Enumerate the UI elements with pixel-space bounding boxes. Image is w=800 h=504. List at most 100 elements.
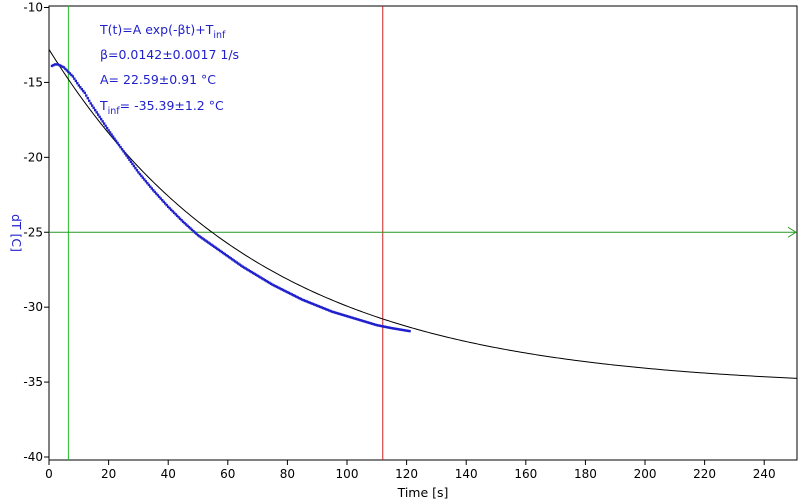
data-point xyxy=(302,299,305,302)
data-point xyxy=(190,228,194,232)
data-point xyxy=(137,171,140,174)
data-point xyxy=(266,280,270,284)
data-point xyxy=(248,270,252,273)
data-point xyxy=(304,299,307,303)
data-point xyxy=(126,156,130,159)
data-point xyxy=(400,328,404,332)
data-point xyxy=(387,326,390,329)
data-point xyxy=(234,260,237,263)
data-point xyxy=(162,200,165,204)
data-point xyxy=(406,329,410,333)
data-point xyxy=(238,263,241,266)
data-point xyxy=(101,120,104,123)
data-point xyxy=(348,315,352,319)
data-point xyxy=(253,272,256,276)
data-point xyxy=(286,290,289,294)
data-point xyxy=(378,324,381,327)
data-point xyxy=(125,154,128,157)
cursor-lines xyxy=(49,6,797,460)
data-point xyxy=(80,87,83,91)
data-point xyxy=(73,77,76,80)
data-point xyxy=(327,309,331,312)
data-point xyxy=(323,307,326,310)
data-point xyxy=(292,293,295,297)
data-point xyxy=(96,113,100,116)
data-point xyxy=(134,166,137,170)
data-point xyxy=(338,312,341,316)
data-point xyxy=(296,296,300,299)
data-point xyxy=(287,291,291,295)
x-tick-label: 200 xyxy=(634,467,657,481)
data-point xyxy=(284,290,288,293)
y-tick-label: -10 xyxy=(23,0,43,14)
data-point xyxy=(104,124,107,128)
data-point xyxy=(271,283,274,286)
data-point xyxy=(187,225,191,229)
x-axis-ticks: 0 20 40 60 80 100 120 140 160 180 200 220 240 xyxy=(45,460,776,481)
data-point xyxy=(92,106,95,110)
data-point xyxy=(360,319,364,322)
data-point xyxy=(369,322,373,325)
data-point xyxy=(144,180,148,183)
data-point xyxy=(359,319,362,322)
data-point xyxy=(354,317,358,321)
data-point xyxy=(336,312,340,315)
data-point xyxy=(128,158,131,161)
data-point xyxy=(275,285,279,289)
data-point xyxy=(216,247,219,251)
data-point xyxy=(260,277,264,280)
data-point xyxy=(244,267,247,270)
data-point xyxy=(357,318,361,321)
data-point xyxy=(174,213,177,216)
data-point xyxy=(237,262,240,265)
data-point xyxy=(64,67,67,71)
data-point xyxy=(181,220,185,223)
data-point xyxy=(183,221,186,225)
data-point xyxy=(149,185,152,188)
data-point xyxy=(299,297,303,301)
data-point xyxy=(199,236,203,239)
data-point xyxy=(326,308,329,312)
data-point xyxy=(390,326,393,330)
data-point xyxy=(335,311,338,315)
data-point xyxy=(229,257,232,260)
data-point xyxy=(208,242,212,245)
data-point xyxy=(399,328,402,331)
data-point xyxy=(301,298,304,301)
data-point xyxy=(402,328,405,332)
data-point xyxy=(232,259,235,262)
fit-equation-sub: inf xyxy=(213,30,226,41)
data-point xyxy=(274,284,277,288)
y-tick-label: -25 xyxy=(23,225,43,239)
data-point xyxy=(321,306,325,310)
data-point xyxy=(241,265,244,268)
data-point xyxy=(107,129,110,132)
data-point xyxy=(61,65,64,68)
data-point xyxy=(102,122,106,125)
data-point xyxy=(314,303,317,307)
cursor-arrow-icon xyxy=(787,226,797,238)
data-point xyxy=(56,63,60,66)
data-point xyxy=(114,139,118,143)
data-point xyxy=(245,268,249,271)
data-point xyxy=(366,321,370,324)
y-tick-label: -40 xyxy=(23,450,43,464)
data-point xyxy=(50,64,54,68)
data-point xyxy=(277,286,280,289)
data-point xyxy=(146,181,149,185)
data-point xyxy=(205,240,209,243)
fit-equation: T(t)=A exp(-βt)+Tinf xyxy=(99,22,226,41)
data-point xyxy=(165,203,168,207)
data-point xyxy=(172,211,176,214)
data-point xyxy=(143,178,146,181)
data-point xyxy=(74,79,78,83)
fit-equation-main: T(t)=A exp(-βt)+T xyxy=(99,22,214,37)
data-point xyxy=(347,315,350,318)
data-point xyxy=(169,208,173,211)
data-point xyxy=(374,323,377,326)
data-point xyxy=(211,244,215,247)
data-point xyxy=(405,329,408,332)
data-point xyxy=(52,63,55,67)
data-point xyxy=(70,73,73,77)
data-point xyxy=(257,275,261,278)
